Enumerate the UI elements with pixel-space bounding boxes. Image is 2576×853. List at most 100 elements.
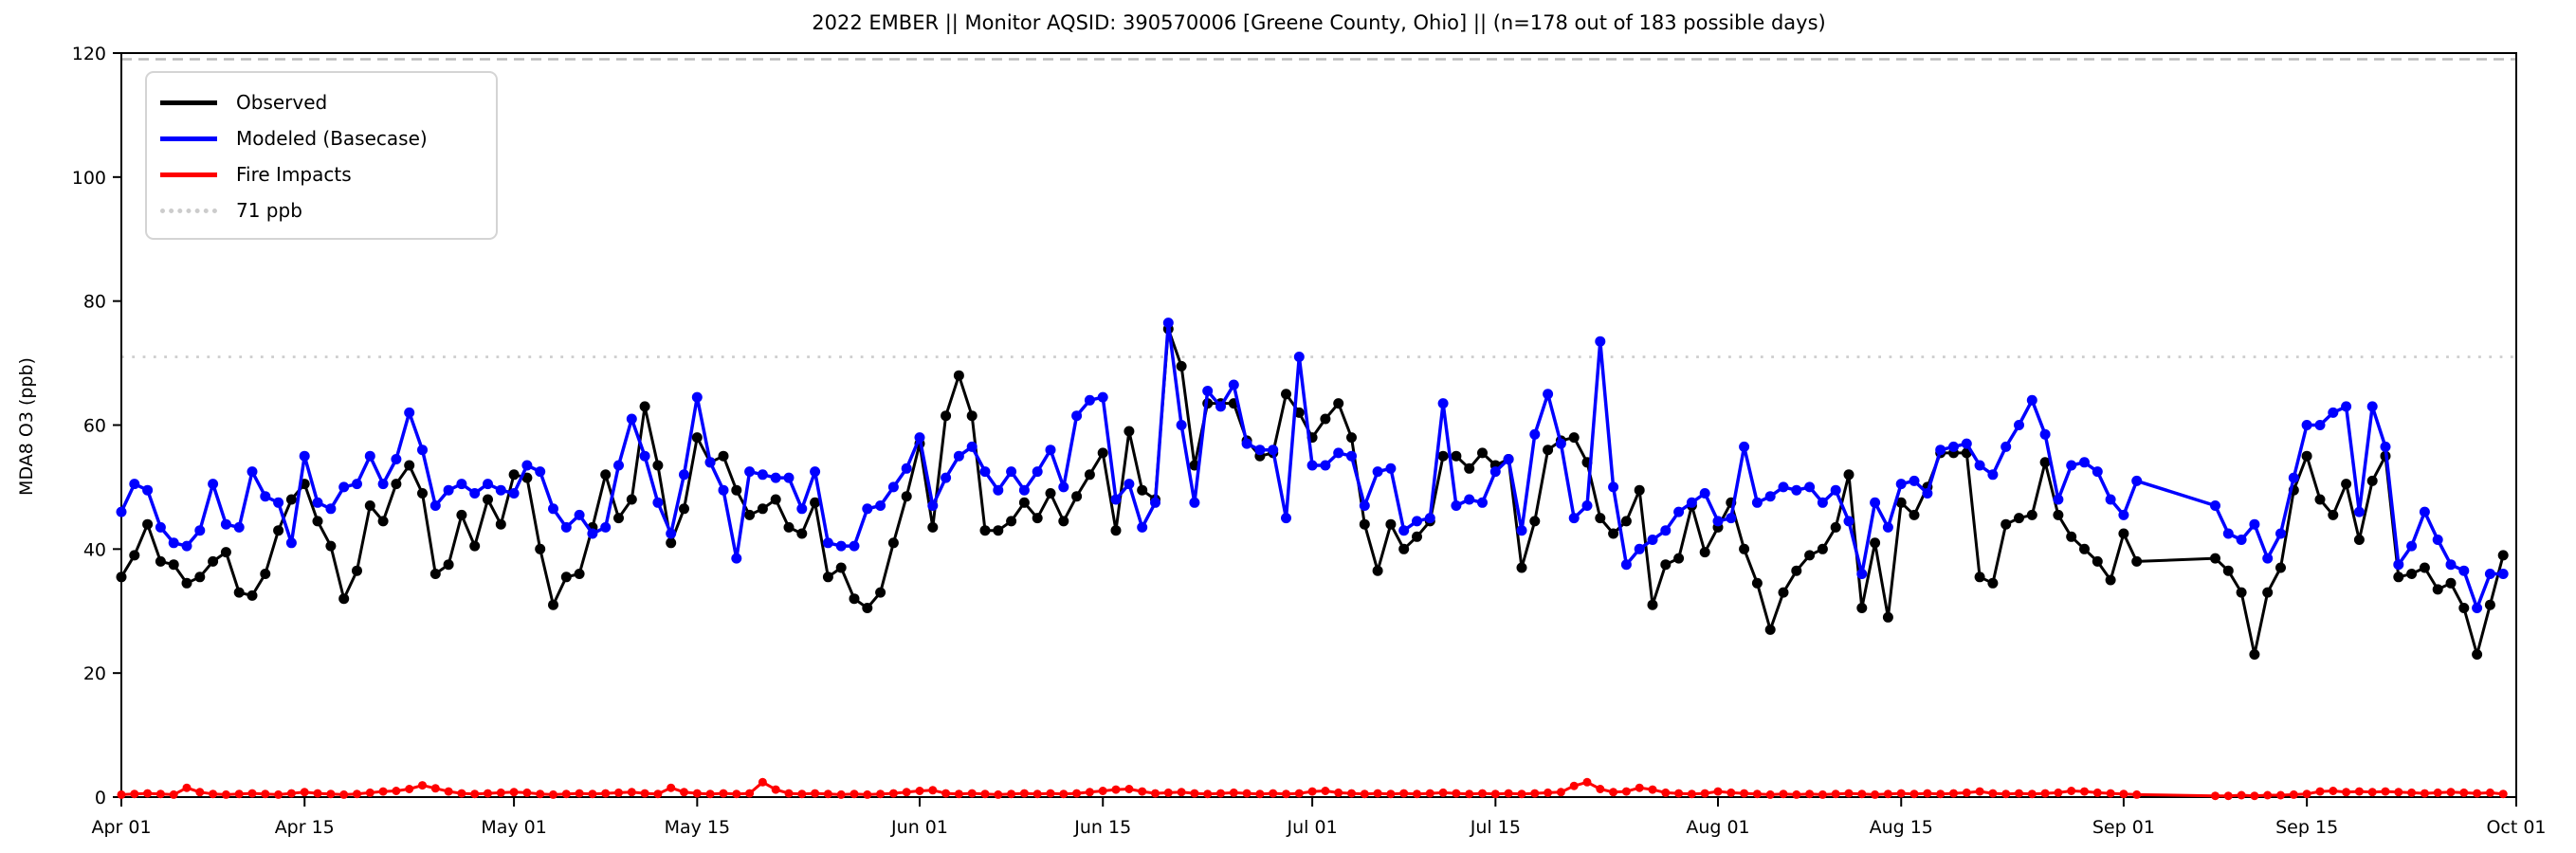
series-marker-fire-impacts	[745, 789, 755, 798]
series-marker-observed	[1320, 413, 1331, 425]
series-marker-fire-impacts	[1098, 787, 1107, 795]
series-marker-observed	[1084, 469, 1095, 481]
series-marker-modeled-basecase-	[1647, 535, 1658, 545]
legend-label: Observed	[236, 91, 328, 114]
legend-item-71-ppb: 71 ppb	[156, 192, 486, 228]
series-marker-modeled-basecase-	[679, 469, 689, 481]
series-marker-observed	[208, 555, 219, 567]
series-marker-fire-impacts	[1111, 785, 1121, 794]
series-marker-modeled-basecase-	[2497, 569, 2509, 579]
x-tick-label: Sep 01	[2092, 817, 2155, 838]
series-marker-modeled-basecase-	[901, 463, 912, 474]
series-marker-modeled-basecase-	[208, 479, 219, 490]
series-marker-fire-impacts	[1386, 789, 1396, 799]
series-marker-fire-impacts	[1988, 789, 1998, 798]
series-marker-fire-impacts	[1556, 788, 1565, 797]
series-marker-observed	[757, 503, 768, 515]
series-marker-observed	[2341, 479, 2352, 490]
series-marker-fire-impacts	[1831, 789, 1840, 799]
series-marker-observed	[155, 555, 166, 567]
series-marker-modeled-basecase-	[181, 540, 192, 552]
series-marker-fire-impacts	[1163, 788, 1173, 797]
series-marker-fire-impacts	[313, 789, 322, 798]
y-tick-label: 80	[83, 292, 106, 313]
series-marker-fire-impacts	[2015, 789, 2023, 798]
series-marker-modeled-basecase-	[652, 497, 664, 508]
series-marker-fire-impacts	[941, 789, 951, 798]
series-marker-modeled-basecase-	[1987, 469, 1999, 481]
series-marker-observed	[391, 479, 402, 490]
series-marker-observed	[1543, 445, 1554, 456]
series-marker-modeled-basecase-	[168, 537, 179, 549]
series-marker-fire-impacts	[1975, 787, 1984, 796]
series-marker-fire-impacts	[155, 789, 165, 799]
series-marker-modeled-basecase-	[1306, 460, 1318, 471]
series-marker-observed	[312, 516, 323, 527]
series-marker-fire-impacts	[2498, 789, 2508, 799]
series-marker-fire-impacts	[561, 789, 571, 799]
series-marker-observed	[666, 537, 677, 549]
series-marker-observed	[966, 410, 977, 422]
series-marker-fire-impacts	[1779, 789, 1788, 799]
series-marker-observed	[1097, 447, 1108, 459]
series-marker-observed	[2118, 528, 2129, 539]
series-marker-fire-impacts	[1151, 789, 1160, 798]
series-marker-fire-impacts	[234, 789, 244, 799]
series-marker-observed	[796, 528, 808, 539]
series-marker-observed	[1660, 559, 1672, 571]
series-marker-modeled-basecase-	[744, 466, 756, 478]
series-marker-modeled-basecase-	[639, 450, 650, 462]
x-tick-label: Oct 01	[2486, 817, 2546, 838]
series-marker-fire-impacts	[1687, 789, 1696, 799]
series-marker-observed	[129, 550, 140, 561]
series-marker-observed	[1398, 543, 1410, 554]
series-marker-fire-impacts	[1452, 789, 1461, 798]
series-marker-observed	[652, 460, 664, 471]
series-marker-fire-impacts	[509, 788, 519, 797]
series-marker-fire-impacts	[1438, 788, 1448, 797]
series-marker-observed	[1437, 450, 1449, 462]
x-tick-label: Apr 15	[275, 817, 335, 838]
series-marker-fire-impacts	[1046, 789, 1055, 798]
series-marker-fire-impacts	[627, 788, 636, 797]
legend-box: Observed Modeled (Basecase) Fire Impacts 71…	[145, 71, 498, 240]
series-marker-modeled-basecase-	[1764, 491, 1776, 502]
series-marker-observed	[2249, 649, 2260, 660]
series-marker-fire-impacts	[980, 789, 990, 799]
series-marker-fire-impacts	[1504, 789, 1513, 798]
series-marker-modeled-basecase-	[1843, 516, 1854, 527]
series-marker-fire-impacts	[143, 789, 153, 798]
chart-title: 2022 EMBER || Monitor AQSID: 390570006 […	[812, 11, 1826, 34]
series-marker-fire-impacts	[2420, 789, 2429, 798]
series-marker-modeled-basecase-	[1712, 516, 1724, 527]
y-tick-label: 100	[72, 168, 106, 189]
series-marker-modeled-basecase-	[1228, 379, 1239, 390]
series-marker-fire-impacts	[418, 781, 427, 790]
x-tick-label: Jun 15	[1073, 817, 1131, 838]
series-marker-fire-impacts	[588, 789, 597, 799]
series-marker-observed	[2314, 494, 2326, 505]
series-marker-modeled-basecase-	[666, 528, 677, 539]
series-marker-modeled-basecase-	[757, 469, 768, 481]
series-marker-modeled-basecase-	[1451, 500, 1462, 511]
series-marker-observed	[1006, 516, 1017, 527]
series-marker-modeled-basecase-	[429, 500, 441, 511]
x-tick-label: Apr 01	[91, 817, 151, 838]
series-marker-modeled-basecase-	[1529, 428, 1541, 440]
series-marker-modeled-basecase-	[508, 488, 520, 499]
series-marker-observed	[783, 521, 795, 533]
series-marker-observed	[404, 460, 415, 471]
series-marker-fire-impacts	[2329, 787, 2338, 795]
series-marker-modeled-basecase-	[1543, 389, 1554, 400]
series-marker-fire-impacts	[1517, 789, 1526, 799]
series-marker-observed	[1647, 599, 1658, 610]
series-marker-modeled-basecase-	[2432, 535, 2443, 545]
series-marker-modeled-basecase-	[1935, 445, 1946, 456]
series-marker-observed	[2066, 531, 2077, 542]
series-marker-observed	[731, 484, 742, 496]
series-marker-observed	[679, 503, 689, 515]
series-marker-observed	[1856, 603, 1868, 613]
series-marker-observed	[495, 518, 506, 530]
series-marker-modeled-basecase-	[1568, 513, 1580, 524]
series-marker-observed	[2275, 562, 2286, 573]
